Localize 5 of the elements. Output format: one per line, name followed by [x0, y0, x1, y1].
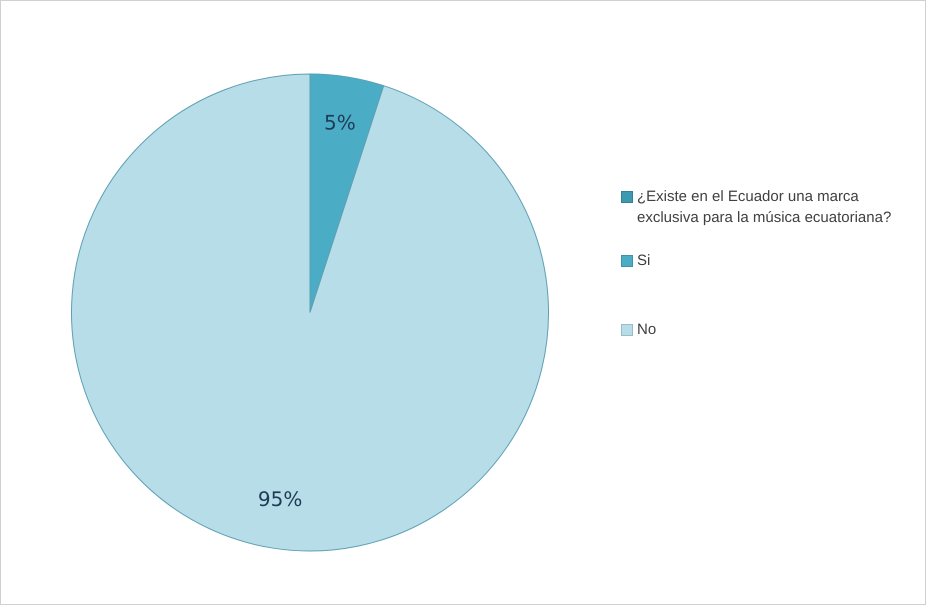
legend-label: ¿Existe en el Ecuador una marca exclusiva para la música ecuatoriana?: [637, 187, 892, 228]
data-label: 5%: [324, 110, 356, 134]
legend-label: No: [637, 320, 656, 340]
data-label: 95%: [258, 487, 302, 512]
legend-label: Si: [637, 251, 650, 271]
